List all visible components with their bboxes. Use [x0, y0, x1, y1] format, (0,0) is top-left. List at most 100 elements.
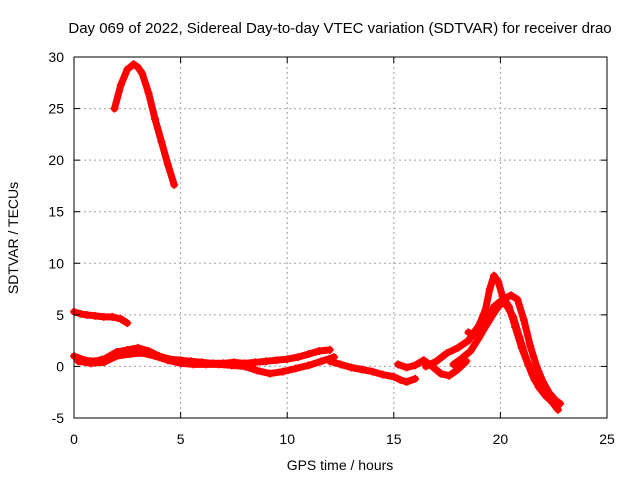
data-point: [151, 352, 160, 361]
data-point: [534, 383, 543, 392]
data-point: [291, 364, 300, 373]
data-point: [379, 370, 388, 379]
data-point: [163, 356, 172, 365]
data-point: [240, 362, 249, 371]
data-point: [283, 355, 292, 364]
data-point: [325, 345, 334, 354]
data-point: [464, 336, 473, 345]
axis-ticks: 0 5 10 15 20 25 -5 0 5 10 15 20 25 30: [48, 49, 615, 447]
data-point: [411, 374, 420, 383]
data-point: [133, 63, 142, 72]
chart-title: Day 069 of 2022, Sidereal Day-to-day VTE…: [68, 20, 611, 37]
data-point: [539, 377, 548, 386]
data-point: [526, 341, 535, 350]
data-point: [541, 391, 550, 400]
data-point: [466, 346, 475, 355]
data-point: [253, 366, 262, 375]
data-point: [76, 309, 85, 318]
data-point: [87, 359, 96, 368]
data-point: [483, 316, 492, 325]
data-point: [513, 295, 522, 304]
data-point: [138, 69, 147, 78]
data-point: [304, 361, 313, 370]
data-point: [490, 302, 499, 311]
data-point: [432, 357, 441, 366]
data-point: [521, 354, 530, 363]
data-point: [278, 367, 287, 376]
data-point: [402, 363, 411, 372]
data-point: [496, 297, 505, 306]
data-point: [443, 349, 452, 358]
data-point: [151, 114, 160, 123]
data-point: [389, 372, 398, 381]
data-point: [74, 357, 83, 366]
data-point: [453, 343, 462, 352]
data-point: [251, 358, 260, 367]
y-tick-label: 5: [56, 307, 64, 323]
data-point: [116, 314, 125, 323]
data-point: [421, 362, 430, 371]
data-point: [519, 316, 528, 325]
data-point: [99, 358, 108, 367]
data-point: [453, 365, 462, 374]
data-point: [436, 369, 445, 378]
plot-frame: [73, 56, 608, 419]
data-point: [336, 360, 345, 369]
data-point: [357, 365, 366, 374]
data-point: [419, 356, 428, 365]
data-point: [445, 371, 454, 380]
y-tick-label: 25: [48, 101, 64, 117]
data-point: [227, 361, 236, 370]
data-point: [123, 65, 132, 74]
data-point: [110, 104, 119, 113]
data-point: [509, 312, 518, 321]
data-point: [108, 312, 117, 321]
data-point: [464, 328, 473, 337]
y-tick-label: 0: [56, 358, 64, 374]
data-point: [411, 361, 420, 370]
data-point: [553, 405, 562, 414]
data-point: [266, 369, 275, 378]
data-point: [261, 357, 270, 366]
data-point: [402, 377, 411, 386]
data-point: [170, 180, 179, 189]
data-point: [507, 291, 516, 300]
x-tick-label: 10: [279, 431, 295, 447]
data-point: [394, 360, 403, 369]
data-point: [112, 352, 121, 361]
series-baseline-b: [74, 349, 339, 378]
y-tick-label: 10: [48, 255, 64, 271]
data-point: [138, 349, 147, 358]
data-point: [125, 350, 134, 359]
data-point: [532, 362, 541, 371]
x-tick-label: 0: [70, 431, 78, 447]
data-point: [317, 357, 326, 366]
data-point: [325, 357, 334, 366]
series-line: [326, 357, 419, 386]
series-line: [450, 291, 564, 408]
data-point: [129, 60, 138, 69]
plot-area: [70, 60, 565, 414]
data-point: [485, 285, 494, 294]
data-point: [304, 350, 313, 359]
x-tick-label: 25: [599, 431, 615, 447]
data-point: [163, 160, 172, 169]
data-point: [368, 367, 377, 376]
data-point: [144, 89, 153, 98]
data-point: [481, 305, 490, 314]
data-point: [272, 356, 281, 365]
data-point: [116, 80, 125, 89]
data-point: [477, 326, 486, 335]
x-tick-label: 5: [177, 431, 185, 447]
data-point: [458, 354, 467, 363]
data-point: [515, 333, 524, 342]
data-point: [449, 360, 458, 369]
x-tick-label: 20: [493, 431, 509, 447]
data-point: [528, 370, 537, 379]
data-point: [347, 363, 356, 372]
data-point: [470, 331, 479, 340]
series-line: [111, 60, 178, 189]
data-point: [494, 277, 503, 286]
data-point: [189, 360, 198, 369]
